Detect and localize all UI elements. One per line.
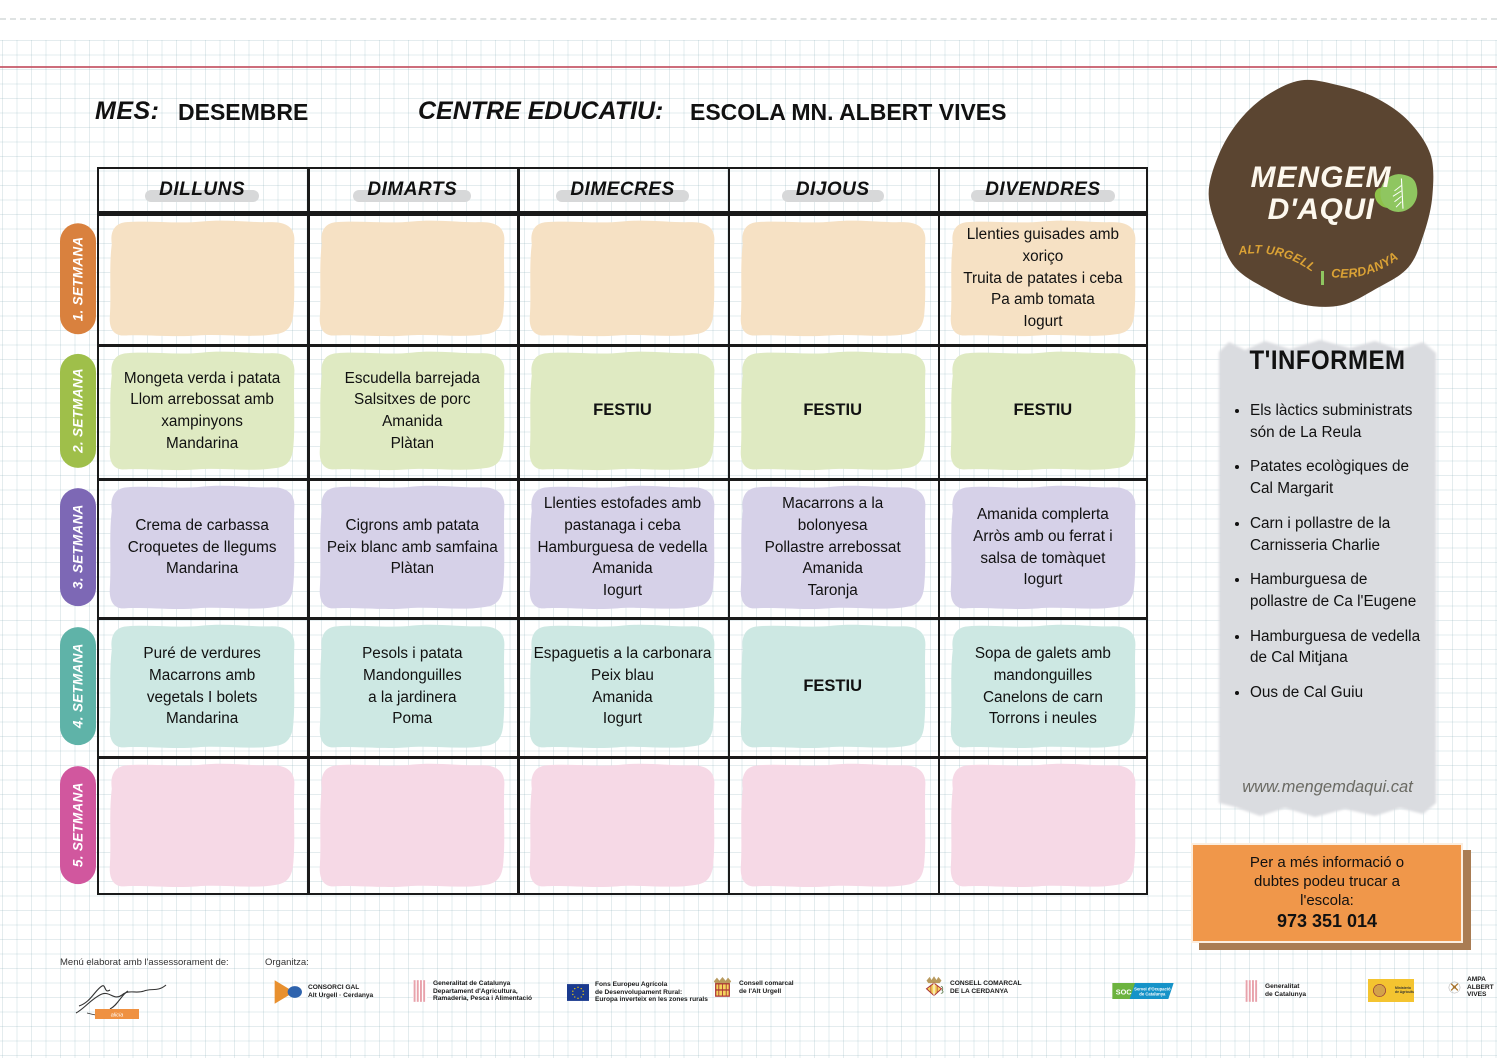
svg-text:CERDANYA: CERDANYA — [1331, 249, 1401, 281]
svg-text:de Catalunya: de Catalunya — [1139, 992, 1166, 997]
svg-text:alicia: alicia — [111, 1013, 124, 1019]
svg-text:SOC: SOC — [1116, 987, 1133, 996]
svg-text:Servei d'Ocupació: Servei d'Ocupació — [1134, 986, 1171, 991]
svg-text:de Agricultura: de Agricultura — [1395, 990, 1414, 994]
